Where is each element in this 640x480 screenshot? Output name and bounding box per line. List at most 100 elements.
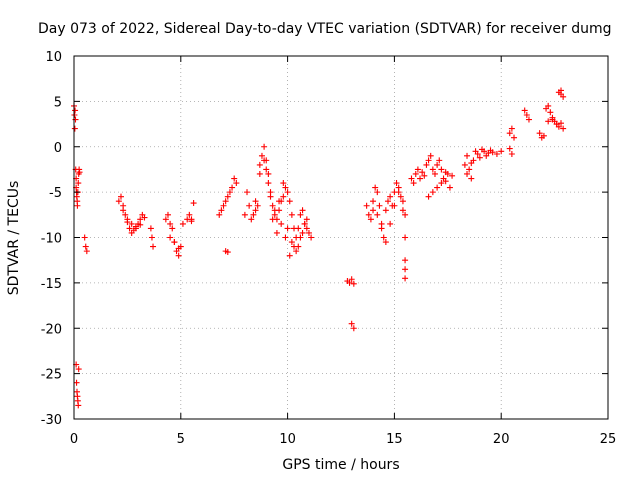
data-points — [71, 87, 567, 409]
data-point — [402, 234, 409, 241]
data-point — [429, 189, 436, 196]
data-point — [508, 151, 515, 158]
chart-title: Day 073 of 2022, Sidereal Day-to-day VTE… — [38, 21, 612, 37]
data-point — [350, 280, 357, 287]
data-point — [438, 180, 445, 187]
data-point — [446, 184, 453, 191]
data-point — [288, 239, 295, 246]
data-point — [545, 102, 552, 109]
data-point — [412, 170, 419, 177]
data-point — [72, 107, 79, 114]
data-point — [117, 193, 124, 200]
data-point — [468, 160, 475, 167]
data-point — [128, 229, 135, 236]
data-point — [297, 211, 304, 218]
data-point — [167, 220, 174, 227]
data-point — [506, 145, 513, 152]
data-point — [508, 125, 515, 132]
data-point — [378, 225, 385, 232]
data-point — [560, 125, 567, 132]
data-point — [83, 248, 90, 255]
data-point — [120, 207, 127, 214]
data-point — [248, 216, 255, 223]
x-axis-label: GPS time / hours — [282, 457, 399, 473]
data-point — [393, 180, 400, 187]
data-point — [224, 249, 231, 256]
data-point — [220, 202, 227, 209]
data-point — [476, 154, 483, 161]
data-point — [137, 216, 144, 223]
data-point — [241, 211, 248, 218]
data-point — [122, 211, 129, 218]
data-point — [269, 216, 276, 223]
data-point — [244, 189, 251, 196]
data-point — [252, 207, 259, 214]
data-point — [419, 169, 426, 176]
data-point — [414, 166, 421, 173]
data-point — [124, 219, 131, 226]
y-tick-label: -5 — [49, 186, 62, 201]
data-point — [489, 149, 496, 156]
data-point — [474, 151, 481, 158]
data-point — [374, 189, 381, 196]
data-point — [233, 180, 240, 187]
y-tick-label: 10 — [45, 50, 62, 65]
data-point — [493, 151, 500, 158]
data-point — [308, 234, 315, 241]
data-point — [188, 216, 195, 223]
data-point — [286, 198, 293, 205]
data-point — [293, 248, 300, 255]
y-tick-label: -25 — [41, 368, 62, 383]
data-point — [271, 207, 278, 214]
data-point — [250, 211, 257, 218]
data-point — [431, 170, 438, 177]
data-point — [391, 202, 398, 209]
data-point — [525, 116, 532, 123]
data-point — [387, 220, 394, 227]
data-point — [169, 225, 176, 232]
data-point — [444, 170, 451, 177]
data-point — [402, 266, 409, 273]
data-point — [434, 161, 441, 168]
x-tick-label: 25 — [600, 432, 617, 447]
data-point — [397, 193, 404, 200]
data-point — [132, 225, 139, 232]
data-point — [171, 239, 178, 246]
data-point — [425, 157, 432, 164]
data-point — [547, 109, 554, 116]
data-point — [442, 178, 449, 185]
data-point — [301, 220, 308, 227]
data-point — [295, 225, 302, 232]
data-point — [282, 184, 289, 191]
data-point — [346, 279, 353, 286]
data-point — [258, 152, 265, 159]
data-point — [370, 207, 377, 214]
data-point — [363, 202, 370, 209]
x-tick-label: 20 — [493, 432, 510, 447]
data-point — [150, 243, 157, 250]
x-tick-label: 10 — [279, 432, 296, 447]
data-point — [429, 166, 436, 173]
data-point — [468, 175, 475, 182]
y-axis-tick-labels: -30 -25 -20 -15 -10 -5 0 5 10 — [41, 50, 62, 428]
data-point — [402, 275, 409, 282]
data-point — [81, 234, 88, 241]
data-point — [523, 111, 530, 118]
data-point — [147, 225, 154, 232]
data-point — [423, 161, 430, 168]
grid — [74, 56, 608, 419]
y-tick-label: -30 — [41, 413, 62, 428]
data-point — [82, 243, 89, 250]
data-point — [216, 211, 223, 218]
data-point — [284, 189, 291, 196]
x-tick-label: 15 — [386, 432, 403, 447]
data-point — [297, 234, 304, 241]
data-point — [222, 198, 229, 205]
data-point — [71, 125, 78, 132]
data-point — [466, 166, 473, 173]
data-point — [560, 93, 567, 100]
data-point — [305, 229, 312, 236]
data-point — [226, 189, 233, 196]
data-point — [399, 198, 406, 205]
